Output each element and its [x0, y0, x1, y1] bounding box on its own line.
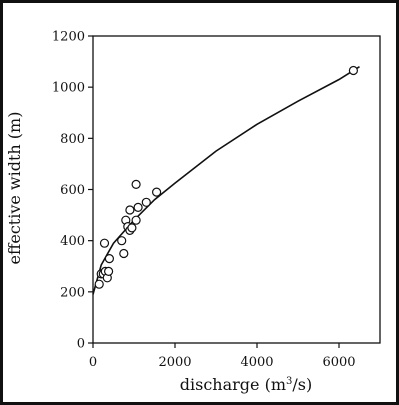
- x-tick-label: 2000: [158, 355, 191, 370]
- data-point: [348, 65, 358, 76]
- x-axis-ticks: 0 2000 4000 6000: [89, 343, 356, 370]
- y-tick-label: 600: [60, 183, 85, 198]
- fit-curve-layer: [92, 66, 360, 295]
- y-tick-label: 1200: [52, 30, 85, 45]
- x-tick-label: 4000: [240, 355, 273, 370]
- y-tick-label: 800: [60, 132, 85, 147]
- y-tick-label: 1000: [52, 81, 85, 96]
- data-point: [127, 223, 137, 233]
- x-tick-label: 6000: [322, 355, 355, 370]
- data-point: [103, 266, 114, 276]
- data-point: [131, 215, 141, 225]
- x-tick-label: 0: [89, 355, 97, 370]
- y-tick-label: 400: [60, 234, 85, 249]
- data-point: [94, 279, 104, 289]
- data-point: [133, 202, 143, 212]
- data-point: [131, 179, 141, 189]
- x-axis-title-main: discharge (m: [180, 375, 286, 394]
- data-point: [104, 254, 115, 264]
- data-points-layer: [94, 65, 358, 289]
- y-tick-label: 0: [77, 337, 85, 352]
- data-point: [117, 236, 127, 246]
- data-point: [125, 205, 135, 215]
- x-axis-title-tail: /s): [292, 375, 312, 394]
- data-point: [152, 187, 162, 197]
- y-tick-label: 200: [60, 285, 85, 300]
- y-axis-ticks: 0 200 400 600 800 1000 1200: [52, 30, 93, 352]
- plot-area-frame: [92, 35, 381, 344]
- x-axis-title-superscript: 3: [286, 376, 292, 387]
- data-point: [99, 238, 110, 248]
- data-point: [141, 197, 151, 207]
- x-axis-title: discharge (m3/s): [180, 375, 312, 394]
- data-point: [119, 248, 129, 259]
- y-axis-title: effective width (m): [5, 112, 24, 265]
- fit-curve-line: [92, 66, 360, 295]
